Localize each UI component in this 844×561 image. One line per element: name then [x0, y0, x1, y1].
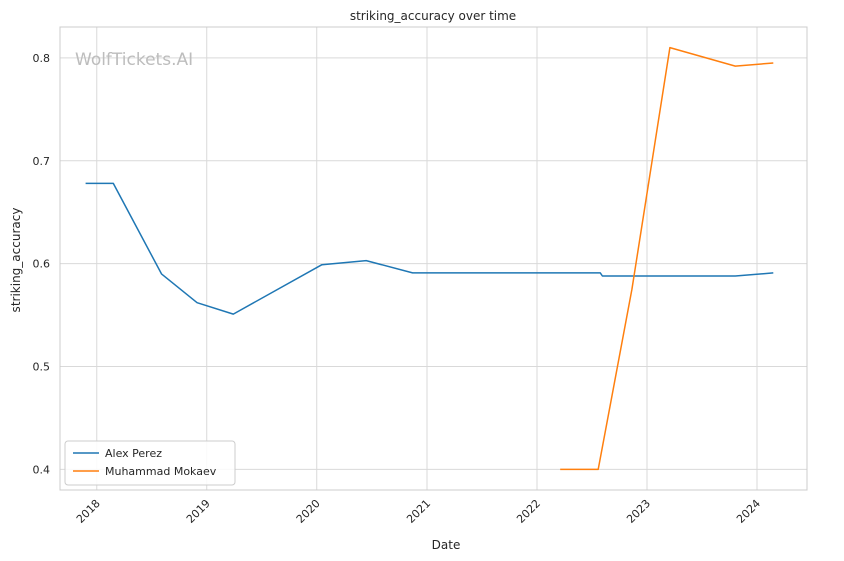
plot-frame	[59, 26, 808, 491]
watermark: WolfTickets.AI	[75, 50, 193, 70]
legend-label-alex-perez: Alex Perez	[105, 447, 162, 460]
x-axis-label: Date	[432, 538, 461, 552]
legend-box	[64, 440, 236, 486]
y-axis-ticks: 0.4 0.5 0.6 0.7 0.8	[33, 52, 51, 477]
chart-title: striking_accuracy over time	[350, 9, 516, 23]
y-tick-label: 0.5	[33, 361, 51, 374]
plot-lines	[85, 46, 774, 471]
series-line-alex-perez	[85, 182, 774, 315]
y-tick-label: 0.6	[33, 258, 51, 271]
y-tick-label: 0.4	[33, 463, 51, 476]
y-axis-label: striking_accuracy	[9, 208, 23, 313]
y-tick-label: 0.8	[33, 52, 51, 65]
legend: Alex Perez Muhammad Mokaev	[64, 440, 236, 486]
y-tick-label: 0.7	[33, 155, 51, 168]
series-line-muhammad-mokaev	[560, 46, 774, 471]
legend-label-muhammad-mokaev: Muhammad Mokaev	[105, 465, 217, 478]
